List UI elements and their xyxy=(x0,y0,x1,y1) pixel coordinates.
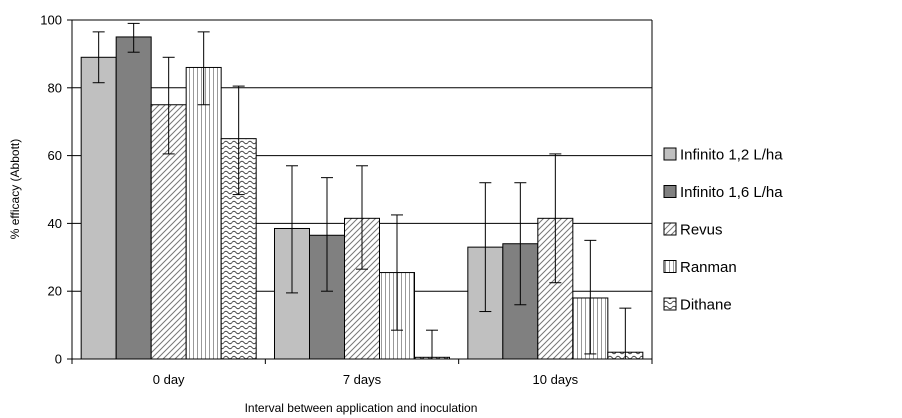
legend-swatch xyxy=(663,297,677,311)
legend-label: Revus xyxy=(680,222,723,239)
error-bar xyxy=(286,165,298,294)
tick-labels: 0 20 40 60 80 100 0 day 7 days 10 days xyxy=(40,13,578,388)
legend-swatch xyxy=(663,222,677,236)
error-bar xyxy=(514,182,527,306)
error-bar xyxy=(479,182,492,313)
y-tick-label: 20 xyxy=(48,284,62,299)
error-bar xyxy=(127,22,140,53)
legend-item: Dithane xyxy=(663,297,732,314)
y-axis-title: % efficacy (Abbott) xyxy=(8,139,22,240)
legend-item: Revus xyxy=(663,222,723,239)
y-tick-label: 40 xyxy=(48,216,62,231)
error-bar xyxy=(162,56,175,155)
legend-label: Ranman xyxy=(680,259,737,276)
legend-item: Ranman xyxy=(663,259,737,276)
error-bar xyxy=(391,214,403,331)
error-bar xyxy=(232,85,245,196)
axes xyxy=(67,19,653,364)
x-axis-title: Interval between application and inocula… xyxy=(245,401,478,415)
legend: Infinito 1,2 L/ha Infinito 1,6 L/ha Revus R… xyxy=(663,147,783,314)
legend-label: Infinito 1,2 L/ha xyxy=(680,147,783,164)
error-bar xyxy=(584,239,597,355)
error-bar xyxy=(92,31,105,84)
error-bar xyxy=(356,165,368,270)
legend-swatch xyxy=(663,185,677,198)
y-tick-label: 80 xyxy=(48,80,62,95)
bar xyxy=(115,36,152,360)
error-bar xyxy=(549,153,562,284)
error-bars xyxy=(92,22,632,360)
x-tick-label: 0 day xyxy=(153,372,185,387)
legend-item: Infinito 1,2 L/ha xyxy=(663,147,783,164)
legend-item: Infinito 1,6 L/ha xyxy=(663,184,783,201)
error-bar xyxy=(426,329,438,360)
legend-label: Dithane xyxy=(680,297,732,314)
y-tick-label: 60 xyxy=(48,148,62,163)
legend-swatch xyxy=(663,147,677,161)
error-bar xyxy=(619,307,632,360)
legend-label: Infinito 1,6 L/ha xyxy=(680,184,783,201)
y-tick-label: 100 xyxy=(40,13,62,28)
error-bar xyxy=(321,177,333,292)
bar xyxy=(80,56,117,360)
error-bar xyxy=(197,31,210,106)
bar xyxy=(185,66,222,360)
x-tick-label: 7 days xyxy=(343,372,382,387)
x-tick-label: 10 days xyxy=(533,372,579,387)
y-tick-label: 0 xyxy=(55,352,62,367)
legend-swatch xyxy=(663,260,677,273)
